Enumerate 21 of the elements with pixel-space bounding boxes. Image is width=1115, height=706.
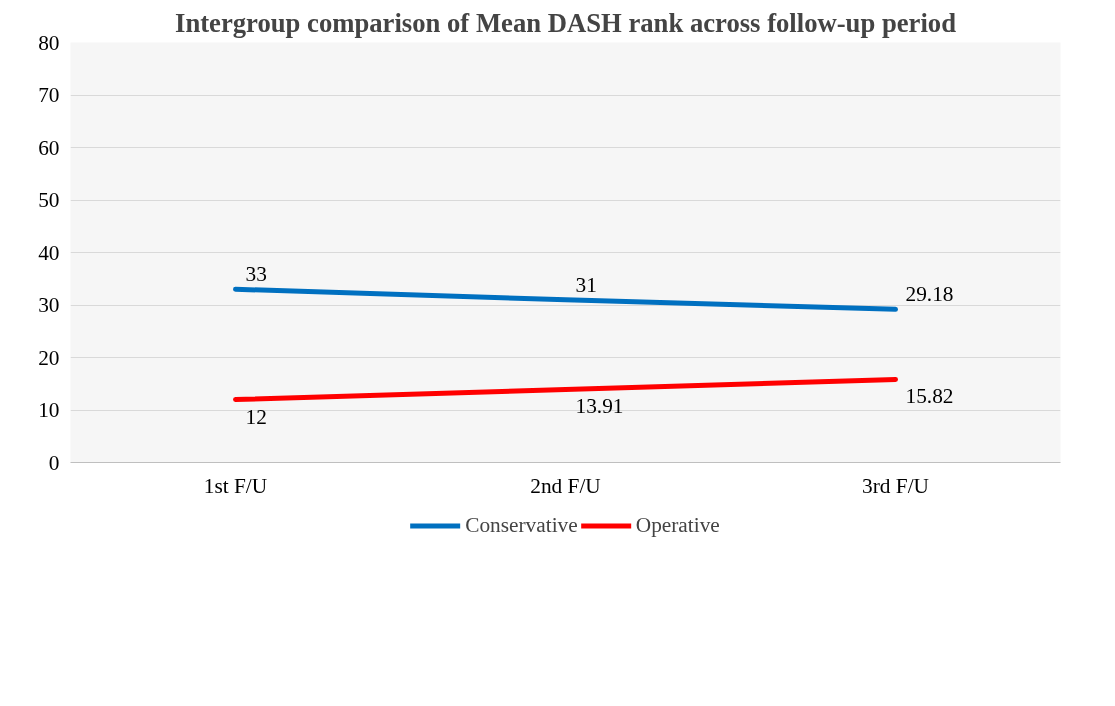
y-tick-label: 50	[38, 188, 60, 212]
data-label: 13.91	[575, 394, 624, 419]
data-label: 31	[575, 272, 597, 297]
y-tick-label: 80	[38, 30, 60, 55]
x-tick-label: 1st F/U	[203, 473, 268, 498]
y-tick-label: 0	[48, 450, 60, 475]
legend-label: Conservative	[465, 512, 578, 538]
data-label: 29.18	[905, 282, 954, 307]
y-tick-label: 30	[38, 293, 60, 317]
y-tick-label: 40	[38, 240, 60, 265]
legend-label: Operative	[635, 512, 720, 538]
y-tick-label: 10	[38, 398, 60, 422]
y-tick-label: 20	[38, 345, 60, 370]
data-label: 15.82	[905, 384, 954, 409]
x-tick-label: 2nd F/U	[530, 473, 601, 498]
data-label: 12	[245, 404, 267, 429]
y-tick-label: 60	[38, 135, 60, 160]
chart-title: Intergroup comparison of Mean DASH rank across follow-up period	[175, 7, 957, 38]
data-label: 33	[245, 262, 267, 287]
y-tick-label: 70	[38, 83, 60, 107]
x-tick-label: 3rd F/U	[862, 473, 929, 498]
